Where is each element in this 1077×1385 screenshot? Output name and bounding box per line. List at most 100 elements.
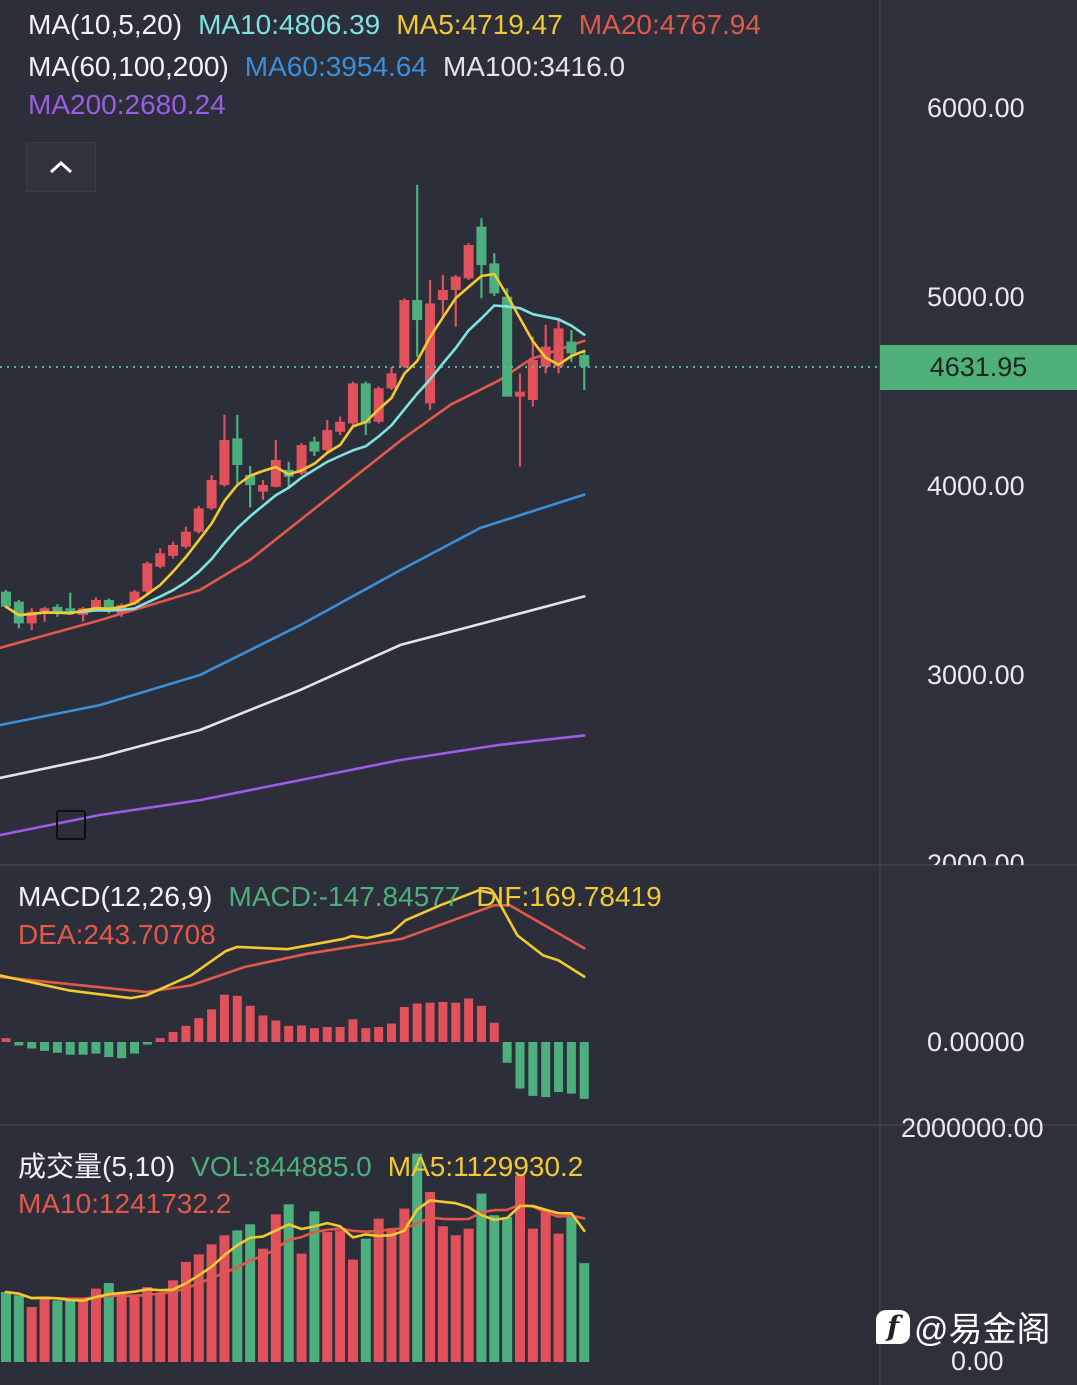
candle-body: [463, 245, 474, 279]
candle-body: [142, 563, 153, 592]
volume-bar: [52, 1300, 63, 1362]
macd-bar: [579, 1042, 589, 1099]
macd-bar: [502, 1042, 512, 1063]
y-tick-3000: 3000.00: [927, 660, 1025, 690]
vol-ma5-value: MA5:1129930.2: [387, 1151, 584, 1182]
candle-body: [502, 296, 513, 397]
macd-bar: [374, 1026, 384, 1042]
volume-bar: [283, 1204, 294, 1362]
macd-bar: [387, 1023, 396, 1042]
volume-bar: [78, 1298, 89, 1362]
candle-body: [52, 606, 63, 614]
volume-bar: [437, 1226, 448, 1362]
volume-bar: [527, 1228, 538, 1362]
candle-body: [219, 440, 230, 486]
candle-body: [193, 508, 204, 532]
macd-bar: [65, 1042, 75, 1055]
macd-panel: [0, 888, 589, 1099]
candle-body: [527, 359, 538, 401]
y-tick-2000-clip: 2000.00: [880, 845, 1077, 866]
ma5-line: [4, 272, 586, 617]
ma10-line: [4, 304, 586, 617]
volume-bar: [296, 1253, 307, 1362]
ma100-value: MA100:3416.0: [442, 51, 626, 82]
ma-group2-label: MA(60,100,200): [28, 51, 229, 82]
macd-bar: [309, 1028, 319, 1042]
volume-bar: [412, 1153, 423, 1362]
dif-value: DIF:169.78419: [476, 881, 662, 912]
volume-bar: [335, 1230, 346, 1362]
macd-bar: [438, 1001, 448, 1042]
macd-legend-row2: DEA:243.70708: [18, 921, 216, 949]
candle-body: [412, 300, 423, 321]
candle-body: [386, 373, 397, 389]
volume-bar: [1, 1292, 11, 1362]
volume-bar: [90, 1288, 101, 1362]
candle-body: [399, 300, 410, 367]
y-tick-2000: 2000.00: [927, 849, 1025, 866]
price-axis-panel: [881, 0, 1077, 1385]
macd-bar: [361, 1028, 371, 1042]
candle-body: [232, 438, 243, 466]
volume-bar: [13, 1295, 24, 1362]
candle-body: [347, 383, 358, 424]
volume-bar: [463, 1228, 474, 1362]
macd-bar: [284, 1025, 294, 1042]
candle-body: [90, 599, 101, 609]
volume-bar: [168, 1280, 179, 1362]
macd-bar: [554, 1042, 564, 1093]
candle-body: [322, 430, 333, 451]
macd-bar: [40, 1042, 50, 1051]
volume-bar: [322, 1232, 333, 1362]
volume-bar: [155, 1292, 166, 1362]
macd-bar: [91, 1042, 101, 1054]
volume-bar: [489, 1215, 500, 1362]
macd-bar: [476, 1005, 486, 1042]
macd-value: MACD:-147.84577: [228, 881, 461, 912]
watermark-logo: f @易金阁: [876, 1302, 1051, 1351]
ma20-value: MA20:4767.94: [578, 9, 761, 40]
collapse-button[interactable]: [26, 142, 96, 192]
volume-max-tick: 2000000.00: [901, 1113, 1044, 1143]
macd-bar: [207, 1009, 217, 1042]
macd-bar: [142, 1042, 152, 1045]
ma20-line: [0, 339, 586, 650]
volume-bar: [180, 1261, 191, 1362]
candle-body: [360, 383, 371, 424]
candle-body: [129, 591, 140, 604]
candle-body: [515, 391, 525, 397]
volume-bar: [450, 1235, 461, 1362]
macd-bar: [541, 1042, 551, 1098]
macd-bar: [155, 1038, 165, 1042]
candle-body: [437, 290, 448, 301]
volume-bar: [245, 1224, 256, 1362]
candle-body: [1, 591, 11, 607]
macd-zero-tick: 0.00000: [927, 1027, 1025, 1057]
candle-body: [309, 441, 320, 452]
volume-bar: [219, 1235, 230, 1362]
macd-bar: [515, 1042, 525, 1089]
dea-value: DEA:243.70708: [18, 919, 216, 950]
candle-body: [296, 444, 307, 474]
candle-body: [206, 479, 217, 509]
macd-bar: [425, 1002, 435, 1042]
ma200-line: [0, 734, 586, 837]
drawing-tool-toggle[interactable]: [56, 810, 86, 840]
vol-value: VOL:844885.0: [191, 1151, 372, 1182]
macd-bar: [232, 995, 242, 1042]
volume-bar: [540, 1212, 551, 1362]
candle-body: [245, 475, 256, 486]
candle-body: [476, 226, 487, 266]
volume-title: 成交量(5,10): [18, 1151, 176, 1182]
logo-icon: f: [876, 1309, 910, 1344]
macd-bar: [528, 1042, 538, 1096]
volume-bar: [386, 1228, 397, 1362]
macd-bar: [451, 1002, 461, 1042]
ma-group1-label: MA(10,5,20): [28, 9, 183, 40]
volume-bar: [103, 1283, 114, 1362]
candle-body: [335, 421, 346, 432]
ma60-value: MA60:3954.64: [244, 51, 427, 82]
y-tick-5000: 5000.00: [927, 282, 1025, 312]
ma10-value: MA10:4806.39: [198, 9, 381, 40]
